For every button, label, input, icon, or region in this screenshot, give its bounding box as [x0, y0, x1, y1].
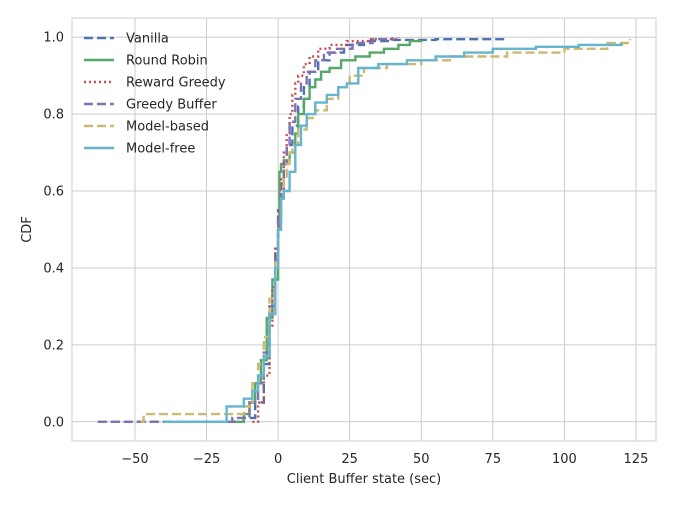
- y-tick-label: 0.4: [43, 261, 64, 276]
- legend-label: Round Robin: [126, 54, 208, 69]
- y-tick-labels: 0.0 0.2 0.4 0.6 0.8 1.0: [43, 31, 64, 431]
- series-line-reward-greedy: [252, 37, 400, 423]
- legend-label: Greedy Buffer: [126, 98, 217, 113]
- x-tick-label: 75: [485, 452, 502, 467]
- y-tick-label: 1.0: [43, 31, 64, 46]
- x-tick-label: 25: [341, 452, 358, 467]
- x-axis-label: Client Buffer state (sec): [287, 472, 441, 487]
- x-tick-label: 100: [552, 452, 577, 467]
- y-tick-label: 0.6: [43, 185, 64, 200]
- plot-frame: [71, 17, 657, 442]
- series-lines: [97, 37, 632, 423]
- legend-label: Reward Greedy: [126, 76, 226, 91]
- x-tick-label: 50: [413, 452, 430, 467]
- x-tick-label: −25: [193, 452, 220, 467]
- x-tick-label: −50: [121, 452, 148, 467]
- x-tick-label: 125: [624, 452, 649, 467]
- legend-label: Vanilla: [126, 32, 169, 47]
- x-tick-label: 0: [274, 452, 282, 467]
- legend-label: Model-free: [126, 142, 195, 157]
- plot-area: [72, 18, 656, 441]
- legend: Vanilla Round Robin Reward Greedy Greedy Bu…: [84, 32, 226, 157]
- y-tick-label: 0.8: [43, 108, 64, 123]
- legend-label: Model-based: [126, 120, 209, 135]
- y-tick-label: 0.0: [43, 415, 64, 430]
- series-line-vanilla: [97, 38, 506, 423]
- series-line-model-free: [163, 43, 623, 423]
- y-tick-label: 0.2: [43, 338, 64, 353]
- y-axis-label: CDF: [20, 216, 35, 243]
- x-tick-labels: −50 −25 0 25 50 75 100 125: [121, 452, 648, 467]
